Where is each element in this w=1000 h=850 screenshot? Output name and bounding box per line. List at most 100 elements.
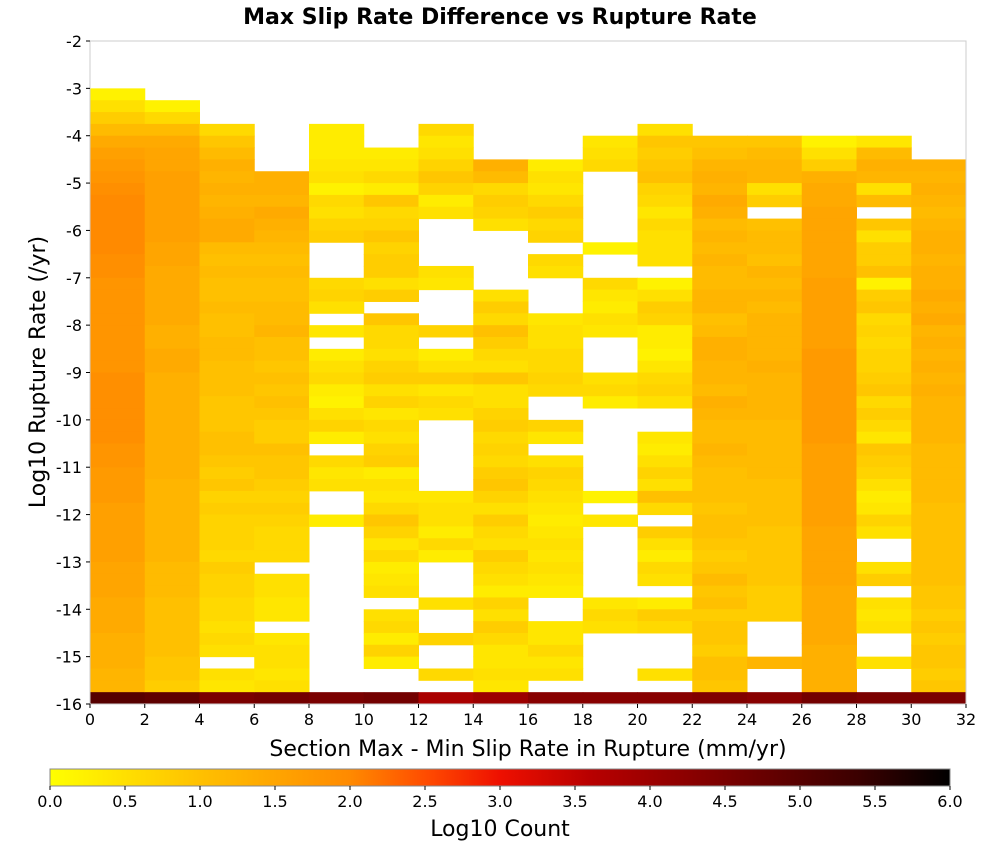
heatmap-cell: [911, 668, 967, 681]
colorbar-tick-label: 0.0: [37, 792, 62, 811]
x-tick-label: 8: [304, 710, 314, 729]
heatmap-cell: [418, 550, 474, 563]
heatmap-cell: [856, 692, 912, 705]
heatmap-cell: [637, 325, 693, 338]
heatmap-cell: [911, 621, 967, 634]
heatmap-cell: [801, 585, 857, 598]
heatmap-cell: [254, 171, 310, 184]
heatmap-cell: [747, 159, 803, 172]
heatmap-cell: [418, 514, 474, 527]
heatmap-cell: [90, 502, 146, 516]
heatmap-cell: [692, 573, 748, 587]
heatmap-cell: [637, 609, 693, 622]
heatmap-cell: [801, 443, 857, 456]
heatmap-cell: [90, 490, 146, 504]
heatmap-cell: [144, 325, 200, 338]
heatmap-cell: [363, 538, 419, 551]
heatmap-cell: [90, 408, 146, 421]
colorbar-tick-label: 2.0: [337, 792, 362, 811]
heatmap-cell: [254, 265, 310, 279]
heatmap-cell: [199, 384, 255, 397]
x-tick-label: 10: [354, 710, 374, 729]
heatmap-cell: [747, 313, 803, 326]
heatmap-cell: [801, 396, 857, 409]
heatmap-cell: [199, 668, 255, 681]
y-tick-label: -8: [66, 316, 82, 335]
heatmap-cell: [473, 372, 529, 385]
y-tick-label: -6: [66, 221, 82, 240]
heatmap-cell: [801, 538, 857, 551]
colorbar-tick-label: 4.0: [637, 792, 662, 811]
heatmap-cell: [856, 384, 912, 397]
heatmap-cell: [199, 218, 255, 231]
heatmap-cell: [637, 502, 693, 516]
heatmap-cell: [473, 597, 529, 610]
heatmap-cell: [528, 526, 584, 539]
heatmap-cell: [528, 360, 584, 373]
heatmap-cell: [199, 431, 255, 445]
heatmap-cell: [473, 490, 529, 504]
heatmap-cell: [199, 254, 255, 267]
heatmap-cell: [801, 455, 857, 468]
heatmap-cell: [911, 372, 967, 385]
heatmap-cell: [692, 656, 748, 669]
heatmap-cell: [747, 502, 803, 516]
heatmap-cell: [747, 277, 803, 291]
heatmap-cell: [747, 183, 803, 196]
heatmap-cell: [747, 431, 803, 445]
heatmap-cell: [363, 467, 419, 480]
heatmap-cell: [637, 277, 693, 291]
heatmap-cell: [692, 396, 748, 409]
heatmap-cell: [637, 692, 693, 705]
heatmap-cell: [911, 467, 967, 480]
heatmap-cell: [856, 479, 912, 492]
heatmap-cell: [856, 218, 912, 231]
heatmap-cell: [90, 112, 146, 125]
heatmap-cell: [473, 621, 529, 634]
heatmap-cell: [144, 573, 200, 587]
heatmap-cell: [473, 183, 529, 196]
heatmap-cell: [801, 265, 857, 279]
heatmap-cell: [747, 194, 803, 208]
heatmap-cell: [144, 194, 200, 208]
heatmap-cell: [254, 632, 310, 646]
heatmap-cell: [801, 597, 857, 610]
x-tick-label: 6: [249, 710, 259, 729]
heatmap-cell: [90, 621, 146, 634]
heatmap-cell: [856, 502, 912, 516]
heatmap-cell: [747, 656, 803, 669]
heatmap-cell: [254, 550, 310, 563]
heatmap-cell: [309, 419, 365, 433]
y-axis-label: Log10 Rupture Rate (/yr): [26, 236, 51, 508]
heatmap-cell: [856, 609, 912, 622]
heatmap-cell: [199, 514, 255, 527]
heatmap-cell: [801, 301, 857, 314]
heatmap-cell: [582, 301, 638, 314]
heatmap-cell: [692, 419, 748, 433]
heatmap-cell: [801, 171, 857, 184]
heatmap-cell: [199, 573, 255, 587]
heatmap-cell: [363, 265, 419, 279]
heatmap-cell: [473, 396, 529, 409]
x-tick-label: 28: [846, 710, 866, 729]
heatmap-cell: [528, 573, 584, 587]
heatmap-cell: [747, 242, 803, 255]
heatmap-cell: [199, 348, 255, 362]
heatmap-cell: [418, 135, 474, 149]
heatmap-cell: [692, 538, 748, 551]
heatmap-cell: [911, 384, 967, 397]
heatmap-cell: [528, 230, 584, 243]
heatmap-cell: [692, 147, 748, 160]
heatmap-cell: [473, 218, 529, 231]
x-tick-label: 20: [627, 710, 647, 729]
heatmap-cell: [856, 408, 912, 421]
heatmap-cell: [418, 265, 474, 279]
heatmap-cell: [309, 135, 365, 149]
heatmap-cell: [692, 242, 748, 255]
heatmap-cell: [637, 171, 693, 184]
heatmap-cell: [254, 692, 310, 705]
heatmap-cell: [199, 621, 255, 634]
heatmap-cell: [637, 301, 693, 314]
y-tick-label: -3: [66, 79, 82, 98]
heatmap-cell: [856, 597, 912, 610]
